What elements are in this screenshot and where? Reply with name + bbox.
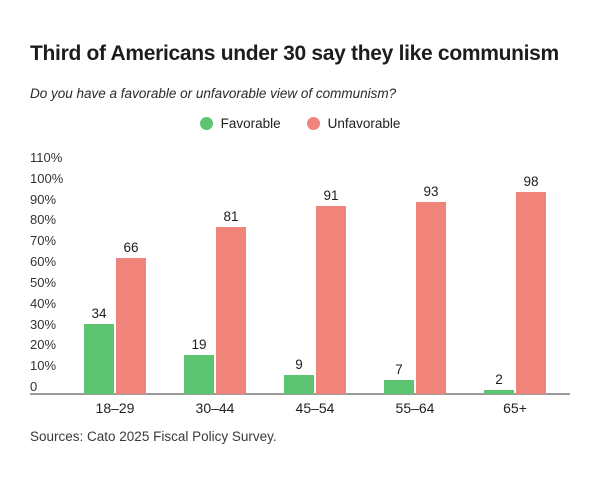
y-axis-tick-label: 40%	[30, 295, 57, 311]
barwrap-favorable: 34	[84, 306, 114, 394]
barwrap-favorable: 2	[484, 372, 514, 394]
y-axis-tick-label: 60%	[30, 254, 57, 270]
barwrap-unfavorable: 98	[516, 174, 546, 394]
bar-unfavorable	[416, 202, 446, 394]
bar-value-label: 19	[191, 337, 207, 352]
bar-value-label: 2	[495, 372, 503, 387]
bar-favorable	[184, 355, 214, 394]
x-axis-label: 55–64	[395, 400, 435, 416]
barwrap-favorable: 9	[284, 357, 314, 394]
barwrap-favorable: 7	[384, 362, 414, 394]
y-axis-tick-label: 80%	[30, 212, 57, 228]
x-axis-label: 45–54	[295, 400, 335, 416]
bars-area: 34 66 18–29 19 81 30–44 9 91 45–54 7 93 55–64 2 98 65+	[65, 150, 565, 416]
y-axis-tick-label: 20%	[30, 337, 57, 353]
bar-value-label: 91	[323, 188, 339, 203]
legend-label-favorable: Favorable	[220, 116, 281, 131]
bar-unfavorable	[216, 227, 246, 394]
barwrap-unfavorable: 93	[416, 184, 446, 394]
bar-value-label: 81	[223, 209, 239, 224]
bar-favorable	[384, 380, 414, 394]
bar-unfavorable	[116, 258, 146, 394]
bar-group: 2 98 65+	[465, 150, 565, 416]
bar-value-label: 66	[123, 240, 139, 255]
bar-favorable	[284, 375, 314, 394]
plot-area: 34 66 18–29 19 81 30–44 9 91 45–54 7 93 55–64 2 98 65+…	[30, 150, 570, 440]
legend: Favorable Unfavorable	[0, 116, 600, 131]
chart-subtitle: Do you have a favorable or unfavorable v…	[30, 86, 397, 101]
barwrap-favorable: 19	[184, 337, 214, 394]
y-axis-tick-label: 30%	[30, 316, 57, 332]
bar-value-label: 98	[523, 174, 539, 189]
y-axis-tick-label: 110%	[30, 150, 63, 165]
source-note: Sources: Cato 2025 Fiscal Policy Survey.	[30, 429, 277, 444]
bar-favorable	[84, 324, 114, 394]
legend-item-unfavorable: Unfavorable	[306, 116, 401, 131]
bar-group: 19 81 30–44	[165, 150, 265, 416]
bar-group: 34 66 18–29	[65, 150, 165, 416]
bar-unfavorable	[316, 206, 346, 394]
barwrap-unfavorable: 81	[216, 209, 246, 394]
x-axis-label: 18–29	[95, 400, 135, 416]
barwrap-unfavorable: 66	[116, 240, 146, 394]
y-axis-tick-label: 70%	[30, 233, 57, 249]
legend-label-unfavorable: Unfavorable	[327, 116, 401, 131]
legend-dot-favorable	[199, 117, 213, 130]
y-axis-tick-label: 100%	[30, 170, 64, 186]
x-axis-label: 30–44	[195, 400, 235, 416]
bar-group: 7 93 55–64	[365, 150, 465, 416]
y-axis-tick-label: 0	[30, 379, 38, 394]
bar-value-label: 34	[91, 306, 107, 321]
y-axis-tick-label: 10%	[30, 358, 57, 374]
x-axis-label: 65+	[503, 400, 527, 416]
bar-unfavorable	[516, 192, 546, 394]
page-title: Third of Americans under 30 say they lik…	[30, 42, 559, 65]
legend-dot-unfavorable	[306, 117, 320, 130]
legend-item-favorable: Favorable	[199, 116, 281, 131]
bar-favorable	[484, 390, 514, 394]
y-axis-tick-label: 50%	[30, 274, 57, 290]
bar-value-label: 7	[395, 362, 403, 377]
bar-value-label: 9	[295, 357, 303, 372]
y-axis-tick-label: 90%	[30, 191, 57, 207]
bar-group: 9 91 45–54	[265, 150, 365, 416]
barwrap-unfavorable: 91	[316, 188, 346, 394]
bar-value-label: 93	[423, 184, 439, 199]
